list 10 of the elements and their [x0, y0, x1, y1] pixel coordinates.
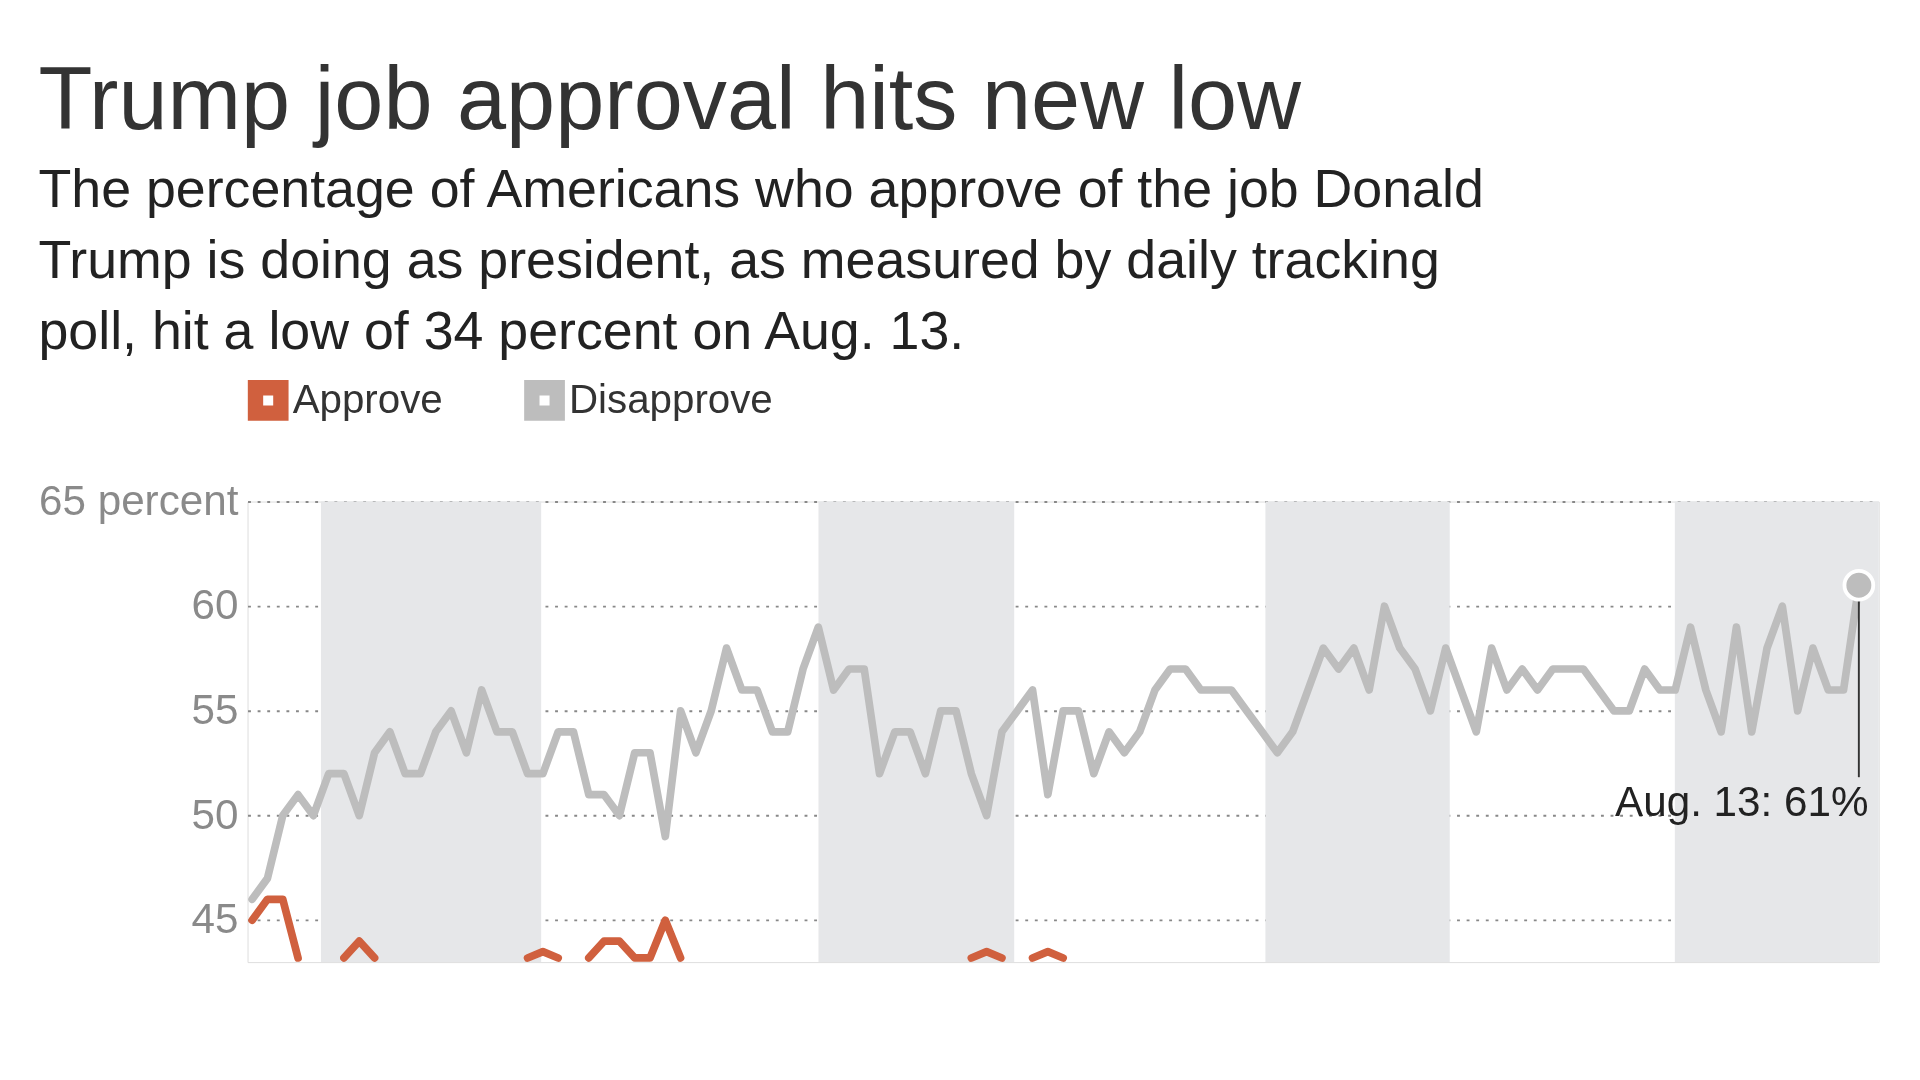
- y-tick-label: 55: [191, 685, 239, 733]
- chart-subtitle: The percentage of Americans who approve of the job Donald Trump is doing as president, as measured by daily tracking poll, hit a low of 34 percent on Aug. 13.: [38, 157, 1484, 360]
- chart-title: Trump job approval hits new low: [38, 49, 1302, 149]
- legend-label: Approve: [292, 376, 443, 422]
- y-tick-label: 50: [191, 790, 239, 838]
- y-tick-label: 60: [191, 581, 239, 629]
- legend-label: Disapprove: [569, 376, 773, 422]
- y-tick-label: 65 percent: [39, 476, 239, 524]
- annotation: Aug. 13: 61%: [1615, 777, 1869, 825]
- y-tick-label: 45: [191, 895, 239, 943]
